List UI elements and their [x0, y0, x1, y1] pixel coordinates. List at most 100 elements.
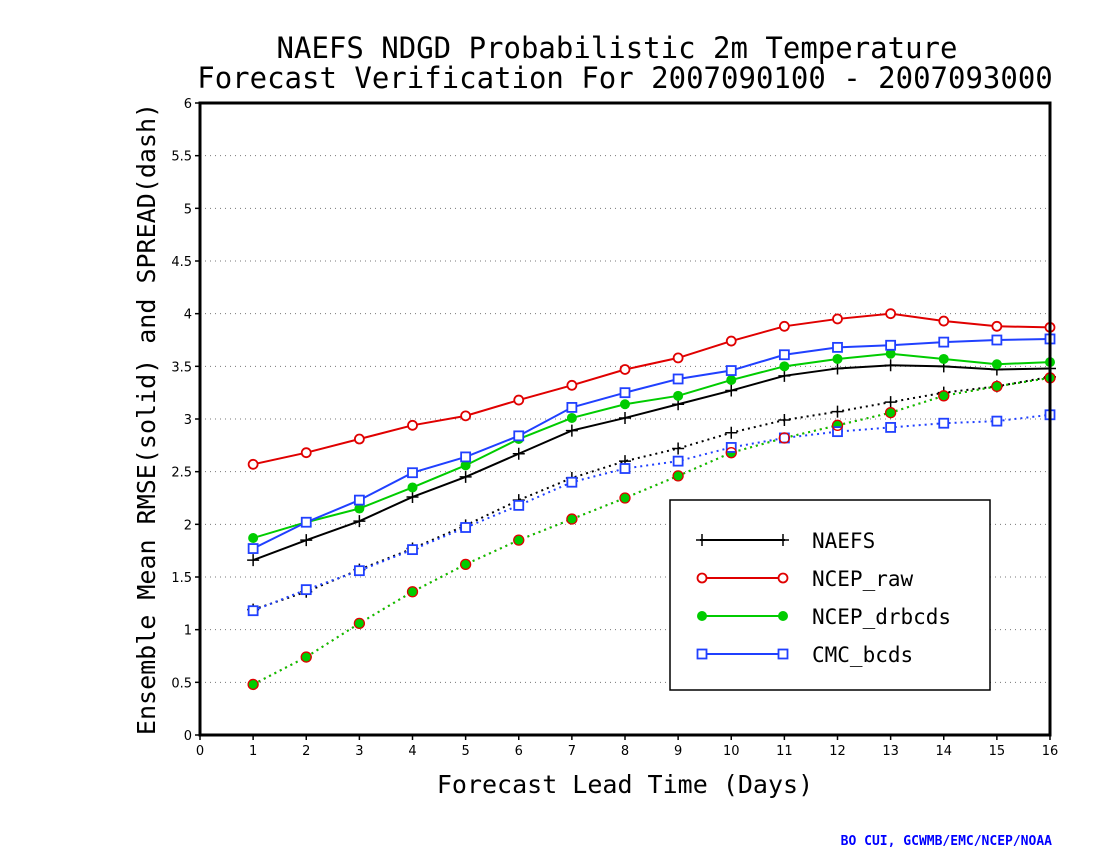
ncep-raw-rmse-point: [566, 379, 578, 391]
naefs-rmse-point: [300, 534, 313, 547]
x-tick-label: 1: [249, 744, 257, 759]
x-tick-label: 4: [408, 744, 416, 759]
ncep-raw-spread-outline: [831, 419, 844, 431]
cmc-bcds-rmse-point: [407, 467, 418, 479]
ncep-raw-spread-outline: [353, 617, 366, 629]
cmc-bcds-rmse-point: [778, 349, 790, 361]
cmc-bcds-spread-point: [513, 499, 525, 511]
ncep-raw-spread-outline: [300, 651, 312, 663]
x-tick-label: 8: [621, 744, 629, 759]
legend-marker-cmc-bcds: [696, 648, 708, 660]
ncep-drbcds-spread-point: [991, 381, 1002, 392]
cmc-bcds-rmse-point: [353, 494, 365, 506]
naefs-rmse-line: [252, 364, 1051, 562]
naefs-rmse-point: [353, 515, 366, 528]
naefs-spread-point: [884, 396, 897, 409]
chart-title: NAEFS NDGD Probabilistic 2m Temperature: [277, 31, 958, 65]
y-tick-label: 3.5: [171, 360, 192, 375]
ncep-raw-spread-outline: [884, 407, 897, 419]
naefs-rmse-point: [831, 362, 844, 375]
cmc-bcds-rmse-point: [619, 387, 631, 399]
ncep-drbcds-spread-point: [885, 407, 896, 418]
ncep-raw-rmse-point: [513, 394, 525, 406]
y-tick-label: 2: [184, 518, 192, 533]
x-tick-label: 13: [882, 744, 899, 759]
cmc-bcds-spread-point: [619, 463, 631, 474]
ncep-drbcds-rmse-point: [673, 390, 684, 401]
ncep-raw-spread-outline: [672, 470, 684, 482]
ncep-drbcds-spread-point: [673, 470, 684, 481]
ncep-drbcds-spread-point: [354, 618, 365, 629]
y-tick-label: 3: [184, 413, 192, 428]
ncep-drbcds-spread-point: [566, 514, 577, 525]
naefs-rmse-point: [406, 490, 419, 503]
x-tick-label: 9: [674, 744, 682, 759]
cmc-bcds-rmse-point: [672, 373, 684, 385]
ncep-drbcds-rmse-line: [252, 352, 1051, 539]
ncep-raw-rmse-point: [672, 352, 684, 364]
cmc-bcds-spread-point: [672, 455, 684, 467]
ncep-raw-spread-outline: [459, 558, 472, 571]
cmc-bcds-spread-point: [832, 426, 843, 438]
cmc-bcds-spread-point: [247, 605, 259, 617]
naefs-rmse-point: [512, 447, 525, 460]
legend-marker-ncep-drbcds: [778, 611, 788, 621]
legend-label-ncep-drbcds: NCEP_drbcds: [812, 605, 951, 629]
y-tick-label: 5.5: [171, 150, 192, 165]
naefs-spread-point: [831, 405, 844, 418]
ncep-drbcds-rmse-point: [885, 348, 896, 359]
ncep-drbcds-spread-point: [620, 493, 630, 503]
cmc-bcds-rmse-point: [247, 543, 259, 554]
y-axis-label: Ensemble Mean RMSE(solid) and SPREAD(das…: [132, 103, 161, 735]
naefs-rmse-point: [247, 554, 260, 567]
ncep-drbcds-rmse-point: [832, 353, 843, 364]
ncep-raw-rmse-point: [407, 419, 418, 431]
naefs-rmse-point: [565, 424, 578, 437]
ncep-drbcds-spread-line: [252, 376, 1051, 686]
cmc-bcds-rmse-line: [252, 337, 1051, 550]
naefs-spread-point: [725, 426, 738, 439]
credit-text: BO CUI, GCWMB/EMC/NCEP/NOAA: [841, 834, 1052, 849]
ncep-raw-spread-outline: [406, 586, 419, 598]
naefs-rmse-point: [725, 384, 738, 397]
ncep-raw-spread-outline: [247, 678, 259, 691]
ncep-raw-rmse-point: [247, 458, 259, 470]
ncep-raw-rmse-point: [619, 364, 631, 375]
ncep-raw-rmse-point: [832, 313, 843, 325]
cmc-bcds-rmse-point: [513, 430, 525, 442]
plot-frame: [198, 101, 1052, 737]
cmc-bcds-rmse-point: [460, 451, 472, 463]
cmc-bcds-rmse-point: [566, 402, 578, 413]
x-tick-label: 2: [302, 744, 310, 759]
cmc-bcds-spread-point: [885, 422, 897, 433]
x-axis-ticks: 0 1 2 3 4 5 6 7 8 9 10 11 12 13 14 15 16: [196, 735, 1058, 759]
series-layer: [247, 308, 1056, 691]
ncep-raw-rmse-point: [300, 447, 312, 459]
x-tick-label: 11: [776, 744, 793, 759]
ncep-drbcds-rmse-point: [407, 482, 418, 493]
x-tick-label: 10: [723, 744, 740, 759]
legend-box: [669, 499, 991, 691]
naefs-rmse-point: [778, 369, 791, 382]
y-tick-label: 4: [184, 308, 192, 323]
cmc-bcds-spread-point: [353, 565, 365, 577]
x-tick-label: 14: [935, 744, 952, 759]
cmc-bcds-spread-point: [460, 522, 472, 533]
y-tick-label: 6: [184, 97, 192, 112]
naefs-rmse-point: [619, 411, 631, 424]
ncep-drbcds-rmse-point: [726, 375, 737, 386]
legend-marker-naefs: [777, 534, 789, 546]
legend-marker-ncep-raw: [696, 572, 708, 584]
ncep-drbcds-spread-point: [407, 586, 418, 597]
ncep-drbcds-spread-point: [513, 535, 524, 546]
cmc-bcds-rmse-point: [832, 341, 843, 353]
naefs-rmse-point: [459, 470, 472, 483]
ncep-raw-spread-outline: [991, 380, 1003, 392]
ncep-drbcds-rmse-point: [991, 359, 1002, 370]
ncep-raw-rmse-point: [353, 433, 365, 445]
legend-marker-ncep-drbcds: [697, 611, 707, 621]
cmc-bcds-rmse-point: [300, 516, 312, 528]
y-tick-label: 1: [184, 624, 192, 639]
legend-marker-ncep-raw: [777, 572, 789, 584]
cmc-bcds-rmse-point: [938, 336, 950, 348]
